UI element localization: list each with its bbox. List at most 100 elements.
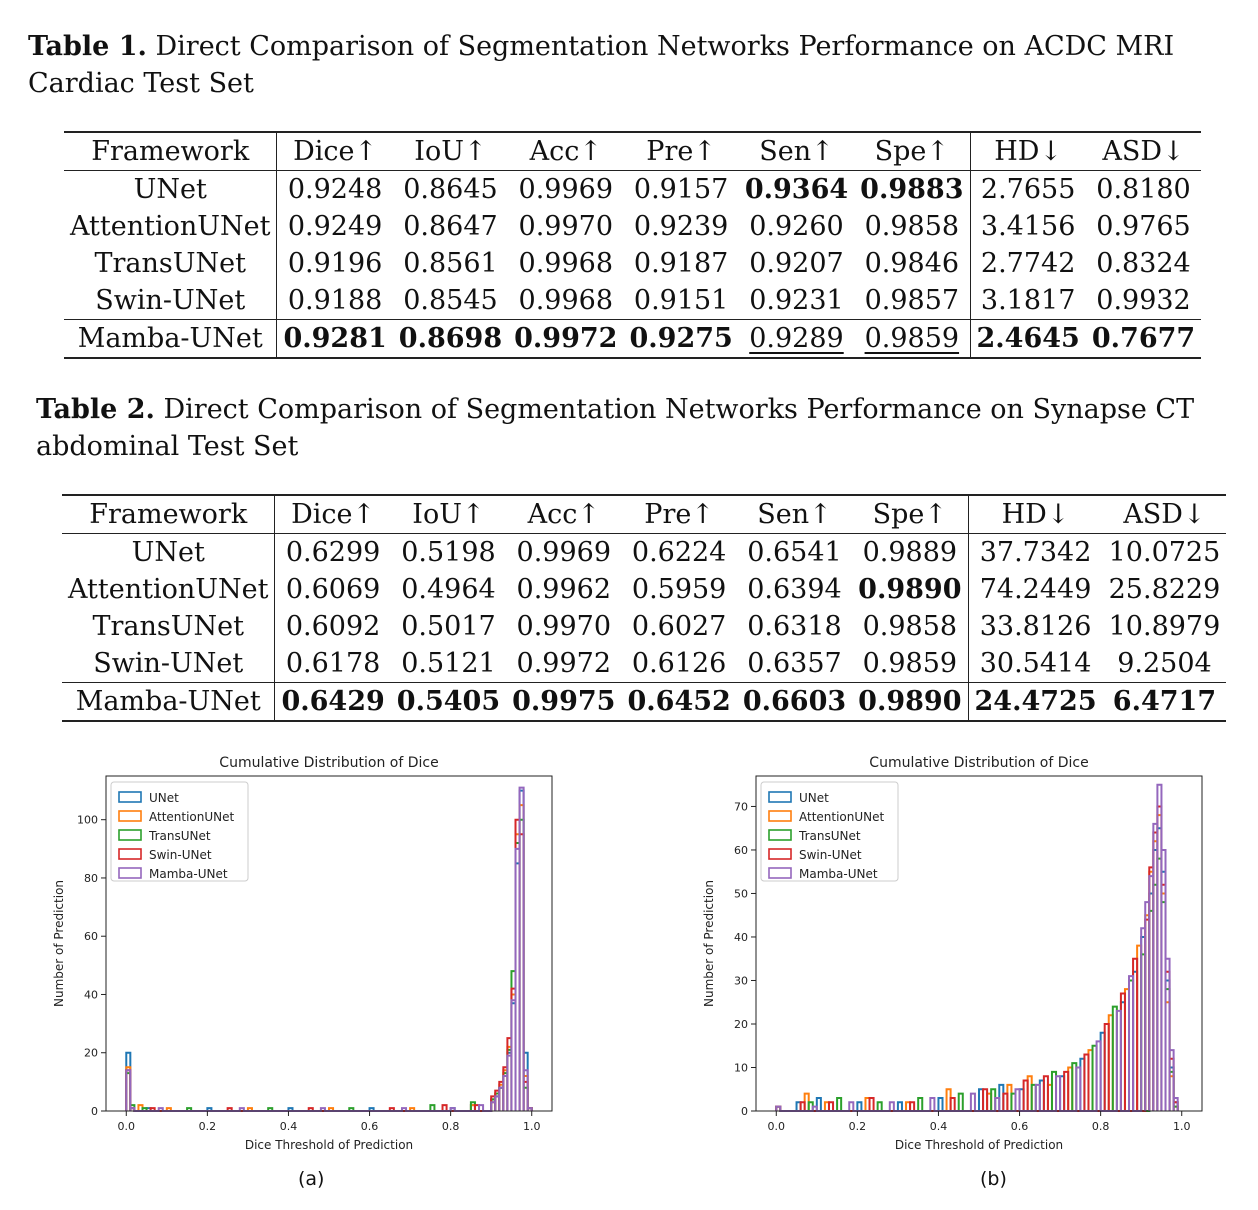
table1-caption: Table 1. Direct Comparison of Segmentati…	[28, 28, 1228, 102]
legend-entry: Mamba-UNet	[799, 867, 878, 881]
table-cell: 0.6092	[285, 611, 381, 642]
x-tick-label: 0.8	[442, 1120, 460, 1133]
table-cell: 0.9859	[854, 319, 971, 359]
column-header: Dice↑	[276, 132, 393, 171]
legend-entry: Mamba-UNet	[149, 867, 228, 881]
x-tick-label: 0.2	[199, 1120, 217, 1133]
series-mamba-unet	[775, 783, 1179, 1112]
histogram-b: Cumulative Distribution of Dice 0.0 0.2 0.4…	[702, 755, 1203, 1152]
column-header: Sen↑	[738, 132, 855, 171]
x-tick-label: 0.0	[118, 1120, 136, 1133]
legend-entry: Swin-UNet	[799, 848, 862, 862]
column-header: HD↓	[968, 495, 1103, 534]
row-label: Swin-UNet	[62, 645, 276, 683]
table-cell: 0.9207	[749, 248, 844, 279]
table-cell: 0.9970	[518, 211, 614, 242]
column-header: ASD↓	[1085, 132, 1202, 171]
y-tick-label: 20	[84, 1047, 98, 1060]
table2: Framework Dice↑ IoU↑ Acc↑ Pre↑ Sen↑ Spe↑ HD↓ ASD…	[62, 494, 1227, 722]
y-tick-label: 40	[734, 931, 748, 944]
row-label: TransUNet	[62, 608, 276, 645]
table-cell: 0.8180	[1096, 174, 1191, 205]
legend-entry: UNet	[799, 791, 829, 805]
table-cell: 10.8979	[1108, 611, 1221, 642]
table-row: UNet 0.9248 0.8645 0.9969 0.9157 0.9364 0.9883…	[64, 170, 1201, 208]
table-cell: 0.9968	[518, 248, 614, 279]
table-cell: 0.6027	[631, 611, 727, 642]
table-cell: 0.8561	[403, 248, 498, 279]
table-cell: 0.9196	[287, 248, 383, 279]
table-cell: 0.8698	[392, 319, 509, 359]
table-cell: 0.6318	[747, 611, 842, 642]
table-cell: 0.5959	[631, 574, 727, 605]
column-header: Pre↑	[623, 132, 739, 171]
x-tick-label: 0.0	[768, 1120, 786, 1133]
y-tick-label: 0	[741, 1105, 748, 1118]
column-header: Dice↑	[274, 495, 391, 534]
table-cell: 0.9289	[738, 319, 855, 359]
table-cell: 0.7677	[1085, 319, 1202, 359]
legend: UNet AttentionUNet TransUNet Swin-UNet Mamba…	[110, 781, 249, 882]
table1-caption-text: Direct Comparison of Segmentation Networ…	[28, 31, 1175, 99]
row-label: TransUNet	[64, 245, 278, 282]
x-axis-label: Dice Threshold of Prediction	[245, 1138, 413, 1152]
column-header: IoU↑	[392, 132, 509, 171]
table-cell: 0.9968	[518, 285, 614, 316]
table-cell: 0.9890	[852, 682, 969, 722]
table-cell: 0.9962	[516, 574, 612, 605]
table-cell: 0.9857	[854, 282, 971, 320]
y-tick-label: 30	[734, 974, 748, 987]
table-cell: 0.9889	[852, 533, 969, 571]
table-cell: 0.9260	[749, 211, 844, 242]
table-cell: 0.8324	[1096, 248, 1191, 279]
legend-swatch	[768, 829, 792, 841]
legend-swatch	[118, 791, 142, 803]
table-cell: 0.9969	[516, 537, 612, 568]
table-row: TransUNet 0.9196 0.8561 0.9968 0.9187 0.9207 0…	[64, 245, 1201, 282]
series-transunet	[775, 857, 1179, 1112]
y-tick-label: 80	[84, 872, 98, 885]
row-label: Mamba-UNet	[62, 682, 276, 722]
table-cell: 0.9890	[852, 571, 969, 608]
row-label: UNet	[62, 533, 276, 571]
table-cell: 0.9765	[1096, 211, 1191, 242]
table-cell: 2.4645	[970, 319, 1086, 359]
x-axis-label: Dice Threshold of Prediction	[895, 1138, 1063, 1152]
table2-label: Table 2.	[36, 394, 155, 425]
table-cell: 2.7655	[980, 174, 1076, 205]
table-cell: 0.8647	[403, 211, 498, 242]
legend-swatch	[118, 848, 142, 860]
table-cell: 0.9972	[508, 319, 624, 359]
table-cell: 10.0725	[1108, 537, 1221, 568]
table-cell: 24.4725	[968, 682, 1103, 722]
legend-entry: Swin-UNet	[149, 848, 212, 862]
y-tick-label: 50	[734, 887, 748, 900]
table-cell: 0.6299	[285, 537, 381, 568]
legend-entry: AttentionUNet	[149, 810, 235, 824]
x-tick-label: 1.0	[523, 1120, 541, 1133]
column-header: Acc↑	[506, 495, 622, 534]
table-row: TransUNet 0.6092 0.5017 0.9970 0.6027 0.6318 0…	[62, 608, 1226, 645]
table-row: Mamba-UNet 0.6429 0.5405 0.9975 0.6452 0.6603…	[62, 682, 1227, 722]
histogram-a: Cumulative Distribution of Dice 0.0 0.2 0.4…	[52, 755, 553, 1152]
table-cell: 0.9858	[854, 208, 971, 245]
legend-frame	[110, 781, 249, 882]
table-header-row: Framework Dice↑ IoU↑ Acc↑ Pre↑ Sen↑ Spe↑ HD↓ ASD…	[62, 495, 1227, 534]
column-header: Framework	[62, 495, 276, 534]
column-header: Framework	[64, 132, 278, 171]
table-row: Swin-UNet 0.9188 0.8545 0.9968 0.9151 0.9231 0…	[64, 282, 1201, 320]
table-cell: 0.6452	[621, 682, 737, 722]
x-tick-label: 0.8	[1092, 1120, 1110, 1133]
table-cell: 0.6429	[274, 682, 391, 722]
table-cell: 0.9972	[516, 648, 612, 679]
chart-title: Cumulative Distribution of Dice	[869, 755, 1088, 771]
y-tick-label: 40	[84, 988, 98, 1001]
y-tick-label: 20	[734, 1018, 748, 1031]
table-cell: 0.9969	[518, 174, 614, 205]
y-tick-label: 60	[734, 844, 748, 857]
table-cell: 37.7342	[979, 537, 1092, 568]
row-label: AttentionUNet	[64, 208, 278, 245]
table-cell: 6.4717	[1102, 682, 1227, 722]
table-cell: 0.6357	[747, 648, 842, 679]
table-cell: 33.8126	[979, 611, 1092, 642]
